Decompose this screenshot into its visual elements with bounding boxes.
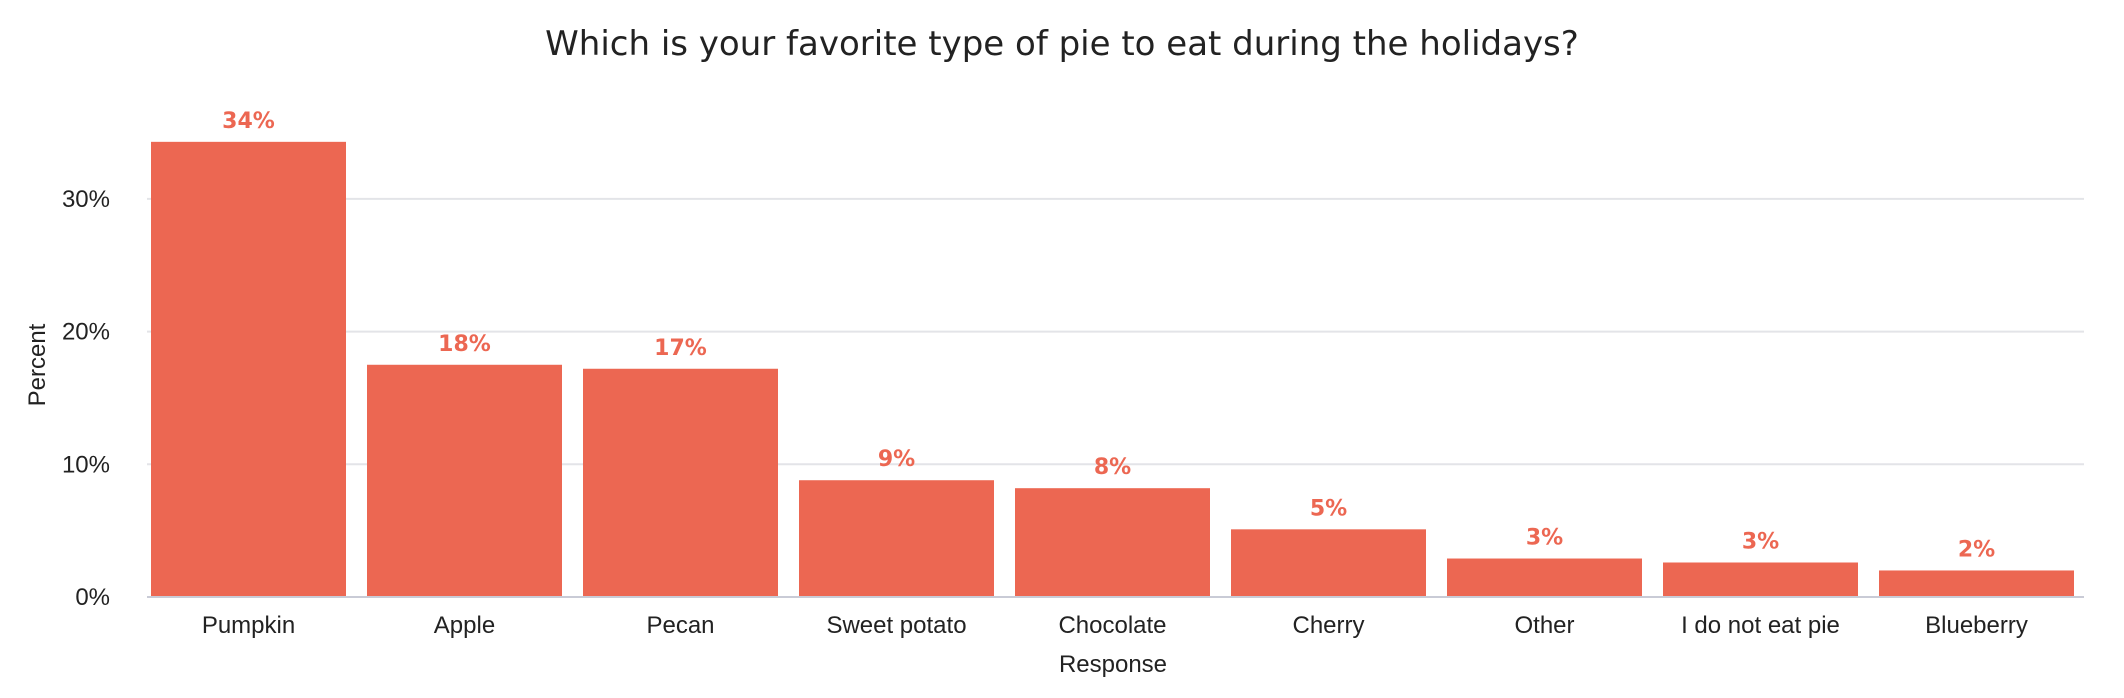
x-axis-label: Response bbox=[1059, 651, 1167, 678]
bar bbox=[1231, 529, 1426, 597]
data-labels: 34% 18% 17% 9% 8% 5% 3% 3% 2% bbox=[222, 109, 1995, 563]
bar-value-label: 8% bbox=[1094, 455, 1131, 480]
bar-value-label: 3% bbox=[1526, 526, 1563, 551]
bar bbox=[1879, 570, 2074, 597]
bar-value-label: 17% bbox=[654, 336, 707, 361]
y-tick-label: 20% bbox=[62, 319, 110, 346]
category-label: Cherry bbox=[1292, 612, 1364, 639]
category-label: I do not eat pie bbox=[1681, 612, 1840, 639]
bar-value-label: 18% bbox=[438, 332, 491, 357]
bar-value-label: 9% bbox=[878, 447, 915, 472]
category-label: Blueberry bbox=[1925, 612, 2028, 639]
bar-value-label: 2% bbox=[1958, 537, 1995, 562]
bar bbox=[151, 141, 346, 598]
bar-value-label: 3% bbox=[1742, 529, 1779, 554]
category-label: Apple bbox=[434, 612, 495, 639]
bar bbox=[583, 368, 778, 597]
category-label: Other bbox=[1514, 612, 1574, 639]
bar bbox=[1663, 562, 1858, 597]
y-tick-label: 10% bbox=[62, 451, 110, 478]
y-axis-label: Percent bbox=[24, 323, 51, 406]
bar bbox=[1447, 558, 1642, 597]
category-label: Pecan bbox=[646, 612, 714, 639]
bar-value-label: 5% bbox=[1310, 496, 1347, 521]
bar bbox=[1015, 488, 1210, 597]
y-axis-ticks: 0% 10% 20% 30% bbox=[62, 186, 110, 611]
category-label: Sweet potato bbox=[826, 612, 966, 639]
bar bbox=[367, 364, 562, 597]
bar bbox=[799, 480, 994, 597]
y-tick-label: 30% bbox=[62, 186, 110, 213]
bar-value-label: 34% bbox=[222, 109, 275, 134]
x-axis-categories: Pumpkin Apple Pecan Sweet potato Chocolate Ch… bbox=[202, 612, 2028, 639]
chart-title: Which is your favorite type of pie to ea… bbox=[545, 24, 1579, 64]
category-label: Chocolate bbox=[1058, 612, 1166, 639]
category-label: Pumpkin bbox=[202, 612, 295, 639]
bars bbox=[151, 141, 2074, 598]
y-tick-label: 0% bbox=[75, 584, 110, 611]
